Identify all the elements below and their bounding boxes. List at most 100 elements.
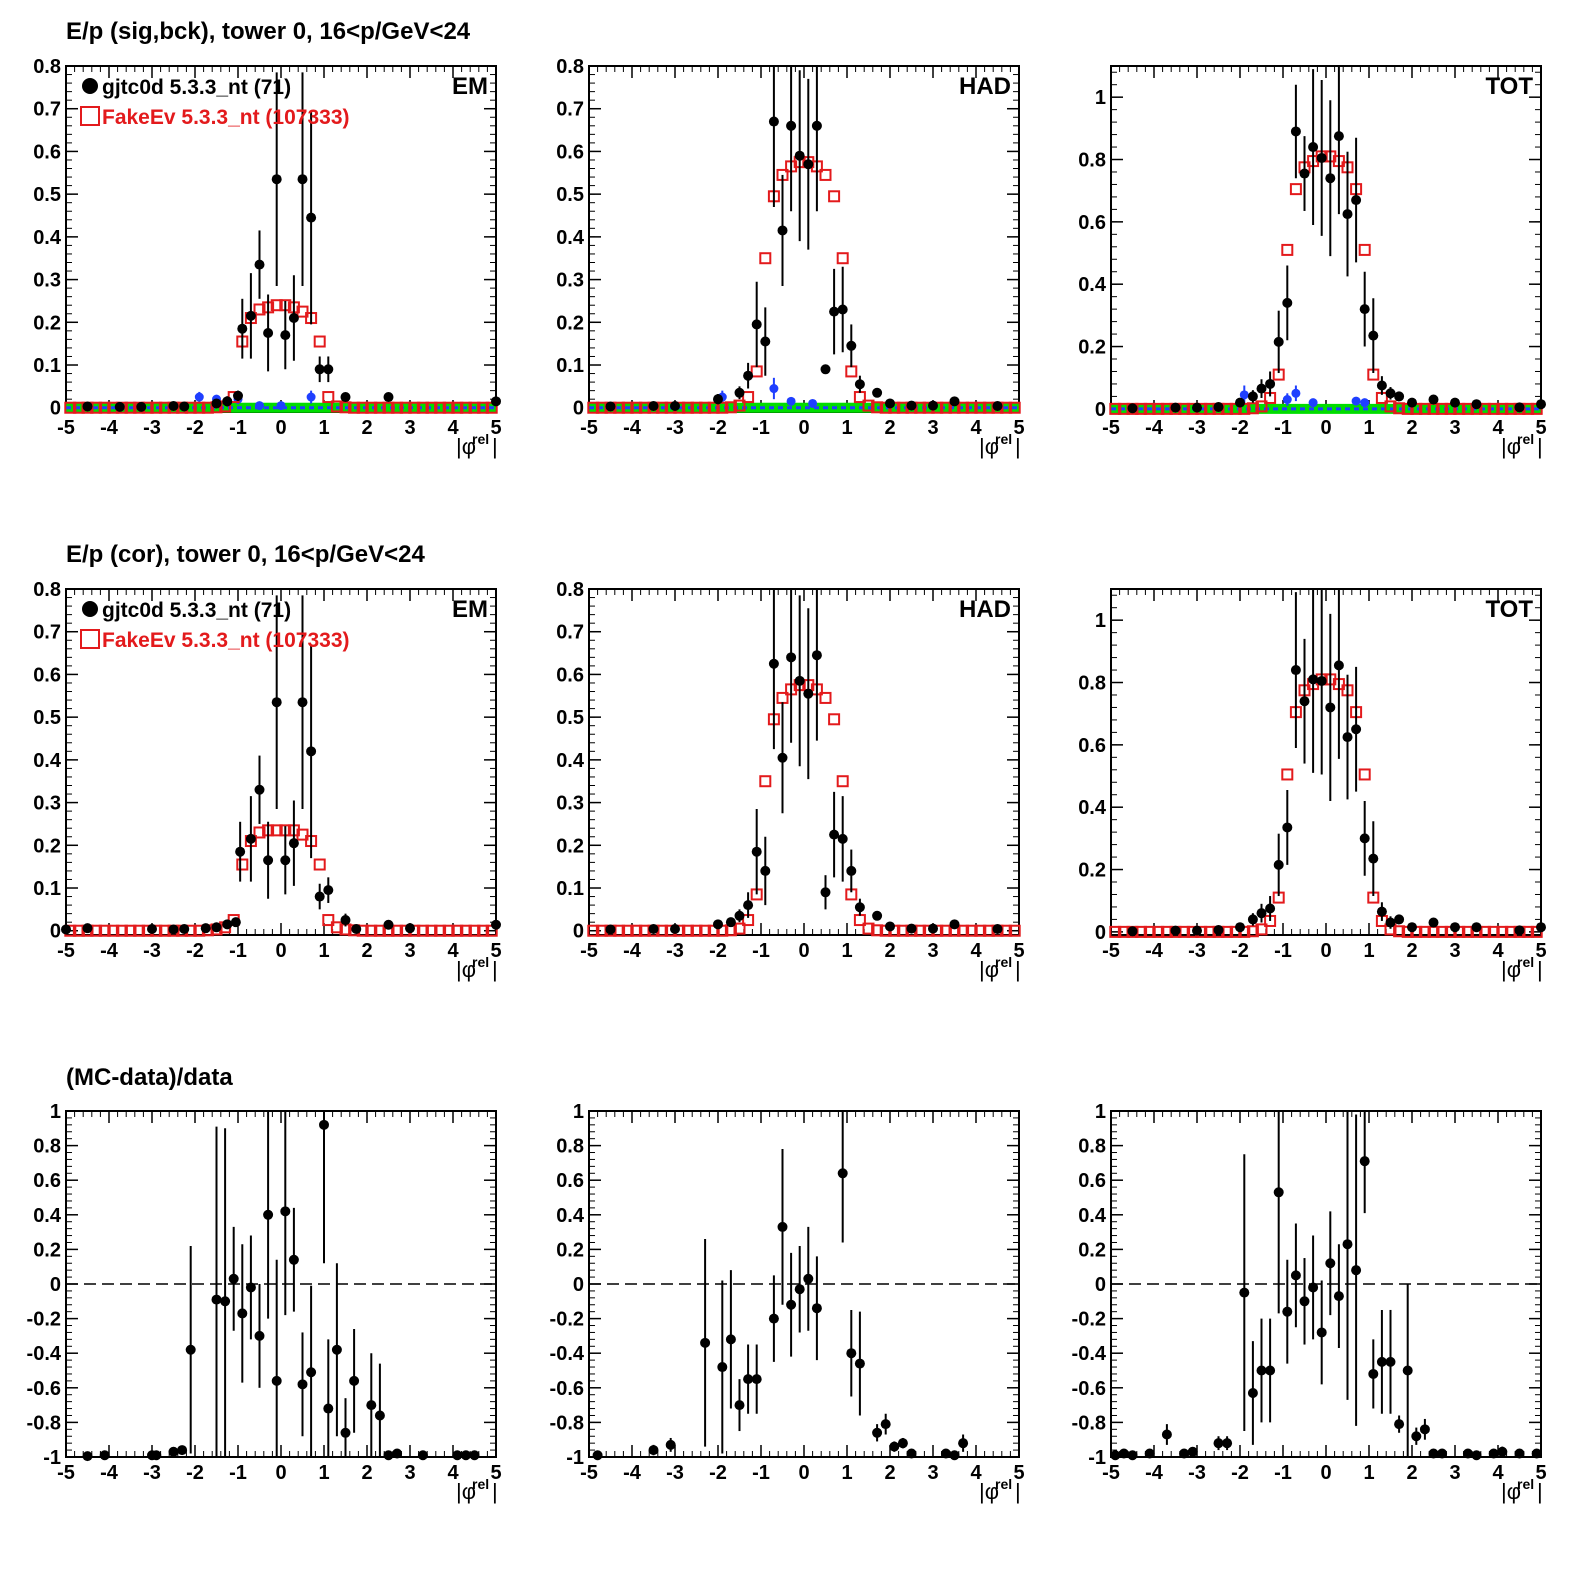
data-point: [1170, 925, 1181, 936]
data-point: [717, 1362, 728, 1373]
data-point: [872, 910, 883, 921]
data-point: [306, 1367, 317, 1378]
plot-frame: [1110, 65, 1542, 413]
x-tick-label: -3: [666, 940, 684, 962]
x-tick-label: 3: [927, 1462, 938, 1484]
data-point: [340, 392, 351, 403]
data-point: [1514, 925, 1525, 936]
data-point: [1213, 402, 1224, 413]
y-tick-label: 0.5: [33, 184, 61, 206]
y-tick-label: 0.6: [1078, 1170, 1106, 1192]
x-axis-label-bar: |: [1015, 1479, 1021, 1504]
y-tick-label: 0.8: [1078, 1136, 1106, 1158]
mc-point: [313, 858, 326, 871]
x-tick-label: 5: [490, 1462, 501, 1484]
data-point: [777, 225, 788, 236]
data-point: [177, 1445, 188, 1456]
data-point: [872, 1427, 883, 1438]
x-tick-label: -3: [1188, 1462, 1206, 1484]
row-title-cor: E/p (cor), tower 0, 16<p/GeV<24: [66, 541, 425, 568]
data-point: [700, 1337, 711, 1348]
y-tick-label: 0.6: [1078, 212, 1106, 234]
data-point: [906, 400, 917, 411]
x-tick-label: 5: [490, 417, 501, 439]
data-point: [1368, 330, 1379, 341]
mc-point: [699, 401, 712, 414]
y-tick-label: 0.8: [1078, 673, 1106, 695]
data-point: [786, 120, 797, 131]
y-tick-label: 0.2: [556, 1239, 584, 1261]
mc-point: [681, 924, 694, 937]
mc-point: [1246, 925, 1259, 938]
data-point: [670, 401, 680, 412]
data-point: [1235, 922, 1245, 933]
data-point: [228, 1273, 239, 1284]
data-point: [670, 924, 680, 935]
x-tick-label: -4: [623, 417, 642, 439]
data-point: [1385, 917, 1396, 928]
data-point: [1290, 665, 1301, 676]
data-point: [237, 323, 248, 334]
data-point: [1462, 1448, 1473, 1459]
y-tick-label: -0.2: [550, 1309, 584, 1331]
plot-frame: [588, 65, 1020, 413]
data-point: [230, 917, 241, 928]
bck-data-point: [194, 392, 204, 402]
mc-point: [330, 921, 343, 934]
mc-point: [1479, 925, 1492, 938]
data-point: [803, 159, 814, 170]
data-point: [314, 891, 325, 902]
bck-data-point: [1291, 388, 1301, 398]
data-point: [734, 387, 745, 398]
data-point: [297, 174, 308, 185]
x-tick-label: 0: [275, 1462, 286, 1484]
x-tick-label: -5: [1102, 1462, 1120, 1484]
y-tick-label: 0: [1095, 1274, 1106, 1296]
mc-point: [133, 924, 146, 937]
y-tick-label: 0.4: [556, 750, 585, 772]
x-tick-label: -4: [100, 1462, 119, 1484]
background-mc-band: [589, 402, 1019, 413]
x-tick-label: 3: [927, 940, 938, 962]
data-point: [1376, 1356, 1387, 1367]
x-axis-label: |φ: [456, 1479, 476, 1504]
y-tick-label: 0: [573, 1274, 584, 1296]
x-tick-label: -1: [1274, 1462, 1292, 1484]
data-point: [280, 330, 291, 341]
data-point: [1359, 833, 1370, 844]
mc-point: [742, 391, 755, 404]
mc-point: [1461, 925, 1474, 938]
y-tick-label: 0.1: [556, 878, 584, 900]
x-axis-label-bar: |: [1015, 434, 1021, 459]
panel-label-tot: TOT: [1485, 596, 1533, 623]
x-tick-label: 2: [361, 417, 372, 439]
data-point: [820, 887, 831, 898]
data-point: [1308, 142, 1319, 153]
data-point: [233, 390, 243, 401]
data-point: [1265, 903, 1276, 914]
x-tick-label: 3: [404, 1462, 415, 1484]
y-tick-label: 0.5: [556, 707, 584, 729]
data-point: [1170, 402, 1181, 413]
y-tick-label: 0: [50, 1274, 61, 1296]
data-point: [288, 313, 299, 324]
data-point: [340, 915, 351, 926]
y-tick-label: 0.4: [1078, 274, 1107, 296]
data-point: [1368, 853, 1379, 864]
data-point: [928, 923, 938, 934]
data-point: [211, 398, 222, 409]
mc-point: [408, 401, 421, 414]
data-point: [1127, 926, 1138, 937]
mc-point: [1255, 400, 1268, 413]
plot-frame: [588, 588, 1020, 936]
data-point: [803, 688, 814, 699]
data-point: [220, 1296, 231, 1307]
panel-2-1: -1 -0.8 -0.6 -0.4 -0.2 0 0.2 0.4 0.6 0.8 1 -5 -4 -3 -2…: [550, 1101, 1025, 1504]
mc-point: [1496, 402, 1509, 415]
data-point: [222, 919, 233, 930]
x-tick-label: 4: [447, 1462, 459, 1484]
mc-point: [253, 826, 266, 839]
mc-point: [759, 252, 772, 265]
y-tick-label: -1: [43, 1447, 61, 1469]
